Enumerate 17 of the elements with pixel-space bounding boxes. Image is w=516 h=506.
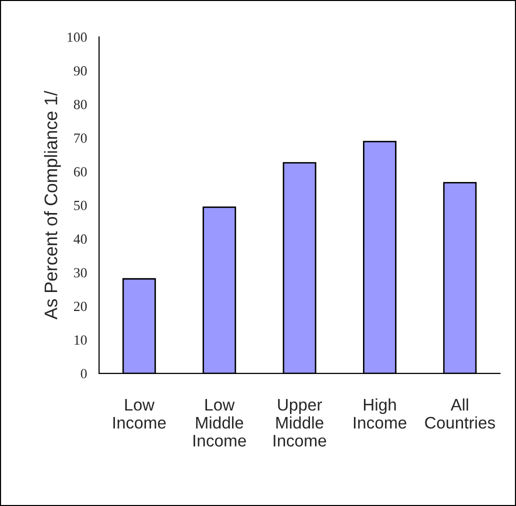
y-tick-label: 50 xyxy=(74,200,87,210)
y-tick-label: 80 xyxy=(74,100,87,110)
x-tick-label: Low Middle Income xyxy=(194,399,246,447)
y-tick-label: 30 xyxy=(74,268,87,278)
x-tick-label: Upper Middle Income xyxy=(274,399,326,447)
y-tick-label: 70 xyxy=(74,133,87,143)
y-axis-title: As Percent of Compliance 1/ xyxy=(44,90,61,320)
y-tick-label: 100 xyxy=(68,32,87,42)
x-tick-label: High Income xyxy=(354,398,406,429)
y-tick-label: 10 xyxy=(74,335,87,345)
y-tick-label: 20 xyxy=(74,302,87,312)
y-tick-label: 0 xyxy=(80,369,87,378)
x-tick-label: All Countries xyxy=(425,398,495,429)
y-tick-label: 90 xyxy=(74,66,87,76)
x-tick-label: Low Income xyxy=(113,399,166,429)
y-tick-label: 40 xyxy=(74,234,87,244)
y-tick-label: 60 xyxy=(74,167,87,176)
